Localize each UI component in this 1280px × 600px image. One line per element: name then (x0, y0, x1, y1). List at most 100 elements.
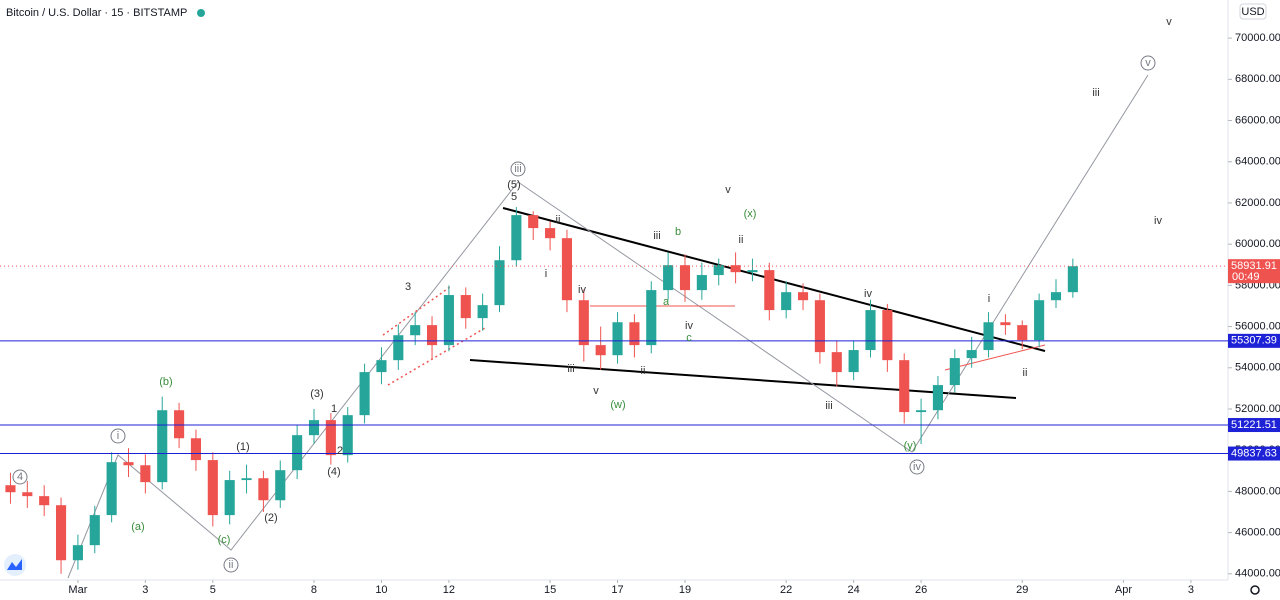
y-tick-label: 56000.00 (1235, 320, 1280, 332)
candle-body (528, 215, 539, 229)
wave-label: 3 (405, 281, 411, 293)
wave-label: v (593, 385, 599, 397)
channel-line (387, 327, 486, 386)
x-tick-label: Apr (1115, 584, 1132, 596)
wave-label: c (686, 332, 692, 344)
candle-body (848, 350, 859, 373)
price-label-box (1228, 333, 1280, 348)
candle-body (207, 460, 218, 516)
candle-body (22, 492, 33, 497)
candle-body (1034, 300, 1045, 341)
candle-body (612, 322, 623, 356)
wave-label: (a) (131, 521, 144, 533)
wave-label: i (545, 268, 547, 280)
candle-body (966, 350, 977, 359)
x-tick-label: 3 (142, 584, 148, 596)
candle-body (89, 515, 100, 546)
candle-body (359, 372, 370, 416)
wave-label: 1 (331, 403, 337, 415)
price-label-box (1228, 418, 1280, 433)
wave-label: a (663, 296, 670, 308)
candle-body (410, 325, 421, 336)
x-tick-label: 15 (544, 584, 556, 596)
x-tick-label: 26 (915, 584, 927, 596)
settings-icon[interactable] (1250, 585, 1260, 595)
candle-body (831, 352, 842, 373)
annotation-circle (223, 557, 239, 573)
currency-label[interactable]: USD (1241, 6, 1264, 18)
wave-label: (b) (159, 376, 172, 388)
price-label: 49837.63 (1231, 447, 1277, 459)
x-tick-label: 5 (210, 584, 216, 596)
x-tick-label: Mar (68, 584, 87, 596)
trend-line (469, 359, 1017, 399)
candle-body (426, 325, 438, 346)
wave-label: ii (641, 365, 646, 377)
price-label: 55307.39 (1231, 335, 1277, 347)
status-dot (197, 9, 205, 17)
candle-body (781, 292, 792, 311)
x-tick-label: 10 (375, 584, 387, 596)
candle-body (545, 228, 556, 239)
candle-body (646, 290, 657, 346)
x-tick-label: 3 (1188, 584, 1194, 596)
candle-body (224, 480, 235, 516)
candle-body (292, 435, 303, 471)
wave-label: ii (739, 234, 744, 246)
candle-body (393, 335, 404, 361)
countdown: 00:49 (1232, 271, 1260, 283)
candle-body (342, 415, 353, 456)
wave-label: i (988, 293, 990, 305)
candle-body (174, 410, 185, 439)
wave-label: (5) (507, 179, 520, 191)
gear[interactable] (1250, 585, 1260, 595)
candle-body (814, 300, 825, 353)
candle-body (747, 270, 758, 273)
y-tick-label: 60000.00 (1235, 238, 1280, 250)
annotation-circle (12, 469, 28, 485)
wave-label: ii (229, 559, 234, 571)
y-tick-label: 48000.00 (1235, 485, 1280, 497)
wave-label: v (725, 184, 731, 196)
wave-label: b (675, 226, 681, 238)
wave-label: (y) (904, 440, 917, 452)
logo[interactable] (4, 554, 26, 576)
wave-label: (2) (264, 512, 277, 524)
annotation-circle (110, 428, 126, 444)
currency-button[interactable] (1239, 3, 1267, 20)
x-tick-label: 12 (443, 584, 455, 596)
candle-body (5, 485, 16, 493)
candle-body (460, 295, 471, 319)
candle-body (190, 438, 202, 461)
candle-body (477, 305, 488, 319)
candle-body (595, 345, 606, 356)
wave-label: (3) (310, 388, 323, 400)
wave-label: iii (825, 400, 832, 412)
wave-label: iv (578, 284, 586, 296)
candle-body (663, 265, 674, 291)
candle-body (376, 360, 387, 373)
candle-body (511, 215, 522, 261)
x-tick-label: 22 (780, 584, 792, 596)
y-tick-label: 46000.00 (1235, 527, 1280, 539)
x-tick-label: 17 (611, 584, 623, 596)
candle-body (899, 360, 910, 413)
wave-label: (1) (236, 441, 249, 453)
wave-label: v (1166, 16, 1172, 28)
wave-label: iii (514, 163, 521, 175)
logo-icon[interactable] (7, 559, 22, 570)
x-tick-label: 24 (848, 584, 860, 596)
y-tick-label: 54000.00 (1235, 362, 1280, 374)
logo-bg[interactable] (4, 554, 26, 576)
candle-body (1050, 292, 1062, 301)
wave-label: iii (653, 230, 660, 242)
wave-label: ii (1023, 367, 1028, 379)
wave-label: iv (685, 320, 693, 332)
level-line (944, 344, 1046, 371)
candle-body (797, 292, 809, 301)
candle-body (106, 462, 117, 516)
wave-label: iv (1154, 215, 1162, 227)
x-tick-label: 8 (311, 584, 317, 596)
wave-label: v (1145, 57, 1151, 69)
